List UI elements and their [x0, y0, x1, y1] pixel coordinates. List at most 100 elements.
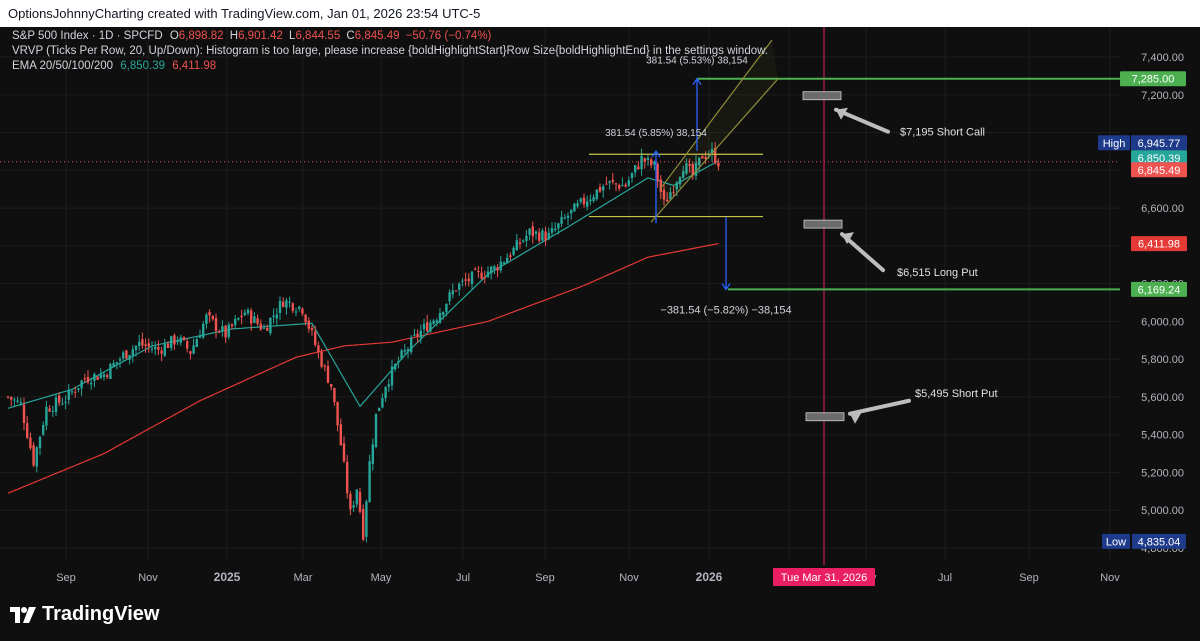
- candle-body: [419, 330, 422, 338]
- tradingview-logo[interactable]: TradingView: [10, 603, 159, 626]
- legend-ema[interactable]: EMA 20/50/100/200 6,850.39 6,411.98: [12, 60, 216, 72]
- candle-body: [518, 242, 522, 245]
- candle-body: [246, 309, 250, 314]
- candle-body: [342, 443, 346, 462]
- price-badge: [1131, 150, 1187, 166]
- candle-body: [90, 383, 93, 385]
- candle-body: [150, 348, 154, 350]
- candle-body: [336, 401, 339, 426]
- candle-body: [170, 336, 173, 348]
- candle-body: [640, 155, 643, 170]
- price-badge-label: 6,845.49: [1138, 165, 1181, 177]
- y-tick-label: 6,600.00: [1141, 203, 1184, 215]
- ema-slow-value: 6,411.98: [172, 60, 217, 72]
- candle-body: [330, 384, 333, 387]
- candle-body: [531, 226, 534, 237]
- legend-vrvp[interactable]: VRVP (Ticks Per Row, 20, Up/Down): Histo…: [12, 45, 768, 57]
- candle-body: [362, 509, 365, 540]
- y-tick-label: 5,200.00: [1141, 467, 1184, 479]
- candle-body: [368, 461, 371, 502]
- candle-body: [525, 235, 528, 241]
- candle-body: [61, 403, 64, 405]
- candle-body: [717, 162, 720, 167]
- y-tick-label: 5,800.00: [1141, 354, 1184, 366]
- option-level-label: $5,495 Short Put: [915, 388, 998, 400]
- low-value: 6,844.55: [295, 30, 341, 42]
- candle-body: [493, 266, 496, 270]
- ema-slow-line: [7, 243, 719, 494]
- symbol-label[interactable]: S&P 500 Index · 1D · SPCFD: [12, 30, 163, 42]
- candle-body: [198, 336, 202, 338]
- candle-body: [240, 315, 243, 318]
- candle-body: [192, 345, 195, 354]
- x-tick-label: May: [371, 572, 392, 584]
- candle-body: [429, 322, 432, 332]
- candle-body: [477, 271, 480, 273]
- footer: [0, 590, 1200, 641]
- candle-body: [458, 283, 461, 290]
- candle-body: [323, 365, 326, 367]
- price-badge-label: High: [1103, 138, 1126, 150]
- price-badge: [1131, 162, 1187, 178]
- price-chart[interactable]: 381.54 (5.53%) 38,154 381.54 (5.85%) 38,1…: [0, 27, 1200, 590]
- candle-body: [496, 267, 499, 271]
- candle-body: [58, 395, 61, 403]
- candle-body: [410, 337, 413, 353]
- candle-body: [166, 343, 170, 349]
- candle-body: [618, 185, 621, 189]
- candle-body: [352, 505, 355, 508]
- price-badge: [1131, 236, 1187, 252]
- candle-body: [637, 166, 640, 170]
- candle-body: [38, 436, 42, 449]
- candle-body: [310, 327, 314, 331]
- candle-body: [262, 327, 266, 329]
- price-badge: [1120, 71, 1186, 87]
- change-value: −50.76 (−0.74%): [405, 30, 492, 42]
- candle-body: [653, 161, 656, 165]
- candle-body: [307, 320, 310, 329]
- candle-body: [42, 424, 45, 435]
- candle-body: [371, 444, 374, 465]
- candle-body: [83, 378, 86, 380]
- x-tick-label: 2026: [696, 570, 723, 584]
- candle-body: [26, 423, 29, 438]
- candle-body: [154, 346, 157, 350]
- channel-lower-line: [650, 78, 779, 223]
- candle-body: [16, 400, 19, 402]
- candle-body: [390, 366, 394, 386]
- candle-body: [394, 364, 397, 370]
- candle-body: [573, 203, 576, 212]
- candle-body: [179, 337, 182, 343]
- candle-body: [538, 232, 541, 241]
- candle-body: [566, 215, 570, 218]
- close-label: C: [346, 30, 355, 42]
- candle-body: [346, 461, 349, 494]
- candle-body: [374, 413, 378, 448]
- legend-ohlc: S&P 500 Index · 1D · SPCFD O6,898.82 H6,…: [12, 30, 491, 42]
- candle-body: [598, 186, 602, 192]
- candle-body: [64, 401, 67, 403]
- candle-body: [224, 325, 227, 338]
- candle-body: [99, 374, 102, 379]
- candle-body: [29, 437, 32, 449]
- candle-body: [579, 198, 582, 202]
- candle-body: [221, 326, 224, 332]
- price-badge: [1131, 135, 1187, 151]
- price-badge-label: Low: [1106, 536, 1126, 548]
- candle-body: [333, 387, 336, 403]
- option-level-label: $7,195 Short Call: [900, 127, 985, 139]
- price-badge: [1131, 281, 1187, 297]
- candle-body: [710, 149, 714, 155]
- channel-fill: [651, 40, 778, 223]
- candle-body: [416, 333, 419, 337]
- candle-body: [608, 181, 611, 183]
- candle-body: [675, 182, 678, 190]
- x-tick-label: Sep: [1019, 572, 1039, 584]
- candle-body: [208, 311, 211, 316]
- x-tick-label: Nov: [1100, 572, 1120, 584]
- candle-body: [272, 315, 275, 317]
- candle-body: [470, 271, 474, 285]
- candle-body: [294, 311, 298, 313]
- candle-body: [387, 384, 390, 387]
- x-tick-label: Nov: [138, 572, 158, 584]
